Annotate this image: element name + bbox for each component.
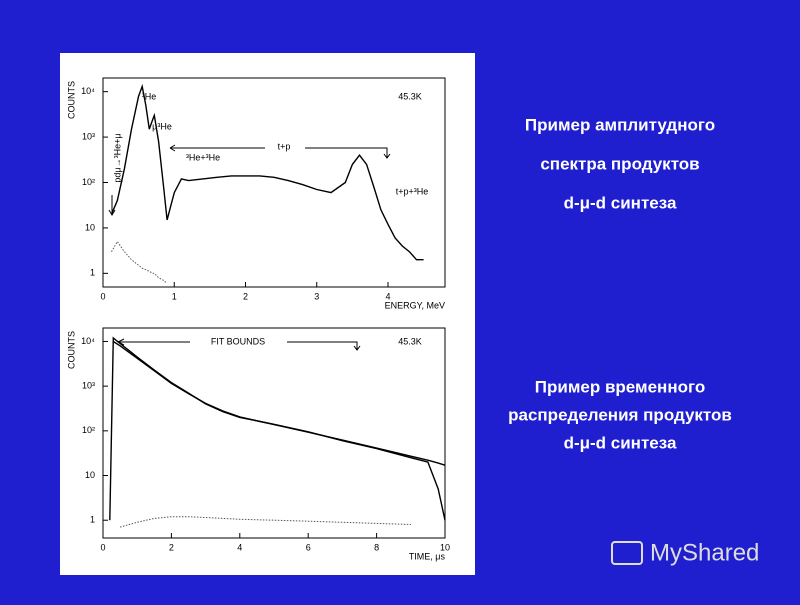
annotation: FIT BOUNDS xyxy=(211,336,265,346)
x-tick-label: 4 xyxy=(237,542,242,552)
annotation: μ³He xyxy=(152,121,172,131)
series-line xyxy=(112,340,446,466)
y-tick-label: 10³ xyxy=(82,131,95,141)
y-axis-label: COUNTS xyxy=(66,81,76,119)
watermark-text: MyShared xyxy=(650,539,759,566)
y-tick-label: 10 xyxy=(85,470,95,480)
x-tick-label: 0 xyxy=(100,542,105,552)
x-tick-label: 6 xyxy=(306,542,311,552)
y-tick-label: 10³ xyxy=(82,381,95,391)
x-axis-label: ENERGY, MeV xyxy=(385,300,445,310)
y-tick-label: 10² xyxy=(82,425,95,435)
caption: распределения продуктов xyxy=(508,405,732,424)
y-tick-label: 10 xyxy=(85,222,95,232)
x-tick-label: 0 xyxy=(100,291,105,301)
caption: Пример амплитудного xyxy=(525,115,715,134)
x-tick-label: 3 xyxy=(314,291,319,301)
watermark: MyShared xyxy=(611,539,759,566)
annotation: 45.3K xyxy=(398,91,422,101)
x-axis-label: TIME, μs xyxy=(409,551,446,561)
y-tick-label: 10⁴ xyxy=(81,336,95,346)
annotation: ³He xyxy=(142,91,157,101)
y-tick-label: 1 xyxy=(90,268,95,278)
annotation: pdμ→³He+μ xyxy=(112,133,122,182)
y-axis-label: COUNTS xyxy=(66,331,76,369)
x-tick-label: 4 xyxy=(385,291,390,301)
series-line xyxy=(111,240,168,284)
caption: d-μ-d синтеза xyxy=(564,433,677,452)
y-tick-label: 10² xyxy=(82,177,95,187)
watermark-icon xyxy=(611,541,643,565)
caption: спектра продуктов xyxy=(540,154,699,173)
caption: d-μ-d синтеза xyxy=(564,193,677,212)
x-tick-label: 2 xyxy=(169,542,174,552)
annotation: ³He+³He xyxy=(186,152,220,162)
caption: Пример временного xyxy=(535,377,705,396)
x-tick-label: 1 xyxy=(172,291,177,301)
annotation: t+p+³He xyxy=(396,186,429,196)
series-line xyxy=(110,83,424,261)
x-tick-label: 2 xyxy=(243,291,248,301)
y-tick-label: 1 xyxy=(90,515,95,525)
annotation: t+p xyxy=(278,141,291,151)
x-tick-label: 10 xyxy=(440,542,450,552)
x-tick-label: 8 xyxy=(374,542,379,552)
figure-panel xyxy=(60,53,475,575)
range-arrow xyxy=(169,144,391,159)
annotation: 45.3K xyxy=(398,336,422,346)
plot-frame xyxy=(102,327,446,539)
y-tick-label: 10⁴ xyxy=(81,86,95,96)
